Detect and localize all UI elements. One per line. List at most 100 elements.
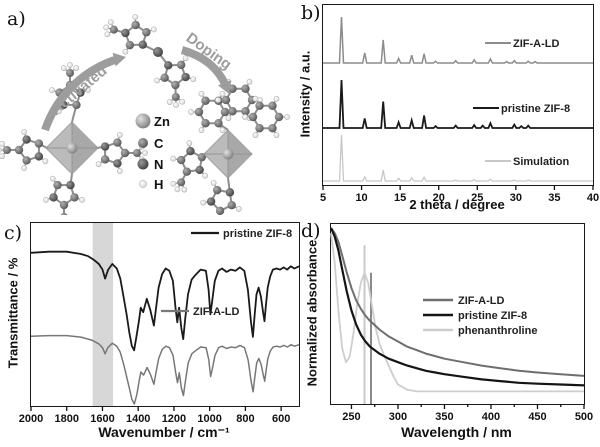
atom-H bbox=[85, 87, 91, 94]
atom-H bbox=[200, 199, 207, 206]
atom-H bbox=[49, 87, 55, 94]
atom-H bbox=[273, 95, 280, 102]
atom-C bbox=[241, 107, 250, 116]
atom-C bbox=[113, 138, 122, 147]
atom-H bbox=[188, 109, 194, 115]
atom-C bbox=[268, 124, 277, 133]
atom-H bbox=[95, 161, 102, 168]
atom-H bbox=[139, 180, 147, 188]
atom-H bbox=[49, 175, 56, 182]
atom-C bbox=[201, 96, 210, 105]
x-tick-label: 40 bbox=[587, 192, 599, 204]
x-tick-label: 20 bbox=[433, 192, 445, 204]
atom-N bbox=[164, 61, 173, 70]
atom-C bbox=[220, 107, 230, 117]
atom-C bbox=[215, 206, 225, 215]
atom-H bbox=[186, 140, 193, 147]
ir-curve-ZIF-A-LD bbox=[30, 334, 300, 405]
atom-H bbox=[198, 127, 205, 134]
arrow-head bbox=[218, 80, 231, 94]
panel-d-label: d) bbox=[301, 220, 321, 242]
atom-C bbox=[3, 146, 11, 154]
atom-C bbox=[22, 156, 31, 165]
x-tick-label: 25 bbox=[471, 192, 483, 204]
atom-H bbox=[103, 24, 110, 31]
atom-H bbox=[21, 129, 28, 135]
x-tick-label: 30 bbox=[510, 192, 522, 204]
atom-Zn bbox=[135, 113, 151, 129]
atom-H bbox=[198, 90, 205, 97]
atom-C bbox=[142, 28, 151, 37]
x-tick-label: 800 bbox=[236, 413, 254, 425]
atom-H bbox=[181, 186, 188, 193]
atom-C bbox=[133, 149, 141, 157]
atom-N bbox=[153, 47, 163, 57]
x-tick-label: 35 bbox=[548, 192, 560, 204]
atom-H bbox=[170, 180, 177, 187]
atom-H bbox=[104, 31, 111, 38]
atom-N bbox=[121, 28, 130, 38]
atom-N bbox=[137, 158, 149, 170]
atom-H bbox=[0, 147, 2, 153]
legend-label-phenanthroline: phenanthroline bbox=[458, 325, 537, 337]
atom-C bbox=[109, 25, 118, 34]
atom-H bbox=[252, 132, 259, 139]
atom-H bbox=[107, 19, 114, 26]
panel-c-x-axis-label: Wavenumber / cm⁻¹ bbox=[98, 424, 230, 440]
atom-C bbox=[182, 167, 192, 176]
atom-C bbox=[268, 101, 277, 110]
atom-N bbox=[100, 142, 110, 151]
atom-N bbox=[49, 193, 58, 202]
atom-H bbox=[182, 55, 189, 62]
atom-H bbox=[174, 186, 181, 193]
atom-C bbox=[60, 213, 68, 215]
atom-C bbox=[197, 152, 207, 162]
atom-H bbox=[42, 158, 49, 165]
atom-N bbox=[76, 88, 85, 97]
x-tick-label: 1800 bbox=[54, 413, 78, 425]
atom-H bbox=[122, 48, 129, 55]
x-tick-label: 1600 bbox=[90, 413, 114, 425]
atom-H bbox=[0, 140, 5, 147]
x-tick-label: 450 bbox=[528, 411, 546, 423]
atom-H bbox=[170, 155, 177, 162]
atom-H bbox=[116, 132, 123, 138]
uv-curve-phenanthroline bbox=[330, 233, 584, 393]
atom-C bbox=[221, 95, 231, 105]
atom-H bbox=[60, 65, 67, 71]
atom-H bbox=[73, 65, 80, 71]
atom-H bbox=[132, 14, 139, 20]
atom-C bbox=[241, 84, 250, 93]
atom-H bbox=[225, 115, 232, 122]
x-tick-label: 1000 bbox=[197, 413, 221, 425]
atom-H bbox=[154, 77, 161, 84]
legend-label-pristine ZIF-8: pristine ZIF-8 bbox=[501, 103, 570, 115]
atom-C bbox=[125, 40, 135, 50]
atom-C bbox=[34, 139, 44, 148]
panel-c-y-axis-label: Transmittance / % bbox=[5, 257, 21, 369]
x-tick-label: 500 bbox=[575, 411, 593, 423]
legend-label-pristine ZIF-8: pristine ZIF-8 bbox=[223, 228, 292, 240]
atom-N bbox=[206, 197, 216, 206]
panel-d-uvvis-plot: ZIF-A-LD pristine ZIF-8 phenanthroline 250 3… bbox=[329, 223, 593, 423]
atom-N bbox=[181, 72, 190, 82]
panel-b-xrd-plot: ZIF-A-LD pristine ZIF-8 Simulation 5 10 15 20 2… bbox=[320, 4, 599, 204]
atom-C bbox=[214, 119, 223, 128]
atom-legend-label-Zn: Zn bbox=[154, 114, 170, 129]
panel-d-x-axis-label: Wavelength / nm bbox=[401, 424, 512, 440]
atom-C bbox=[160, 73, 169, 82]
x-tick-label: 5 bbox=[320, 192, 326, 204]
atom-C bbox=[176, 60, 186, 70]
atom-H bbox=[246, 78, 253, 85]
atom-H bbox=[43, 196, 49, 203]
atom-C bbox=[120, 148, 130, 158]
xrd-curve-Simulation bbox=[323, 134, 593, 182]
panel-b-label: b) bbox=[301, 2, 321, 24]
highlight-band bbox=[92, 223, 114, 406]
legend-label-ZIF-A-LD: ZIF-A-LD bbox=[513, 38, 559, 50]
atom-H bbox=[116, 168, 123, 174]
atom-C bbox=[171, 92, 180, 101]
atom-H bbox=[210, 180, 217, 186]
atom-C bbox=[255, 101, 264, 110]
